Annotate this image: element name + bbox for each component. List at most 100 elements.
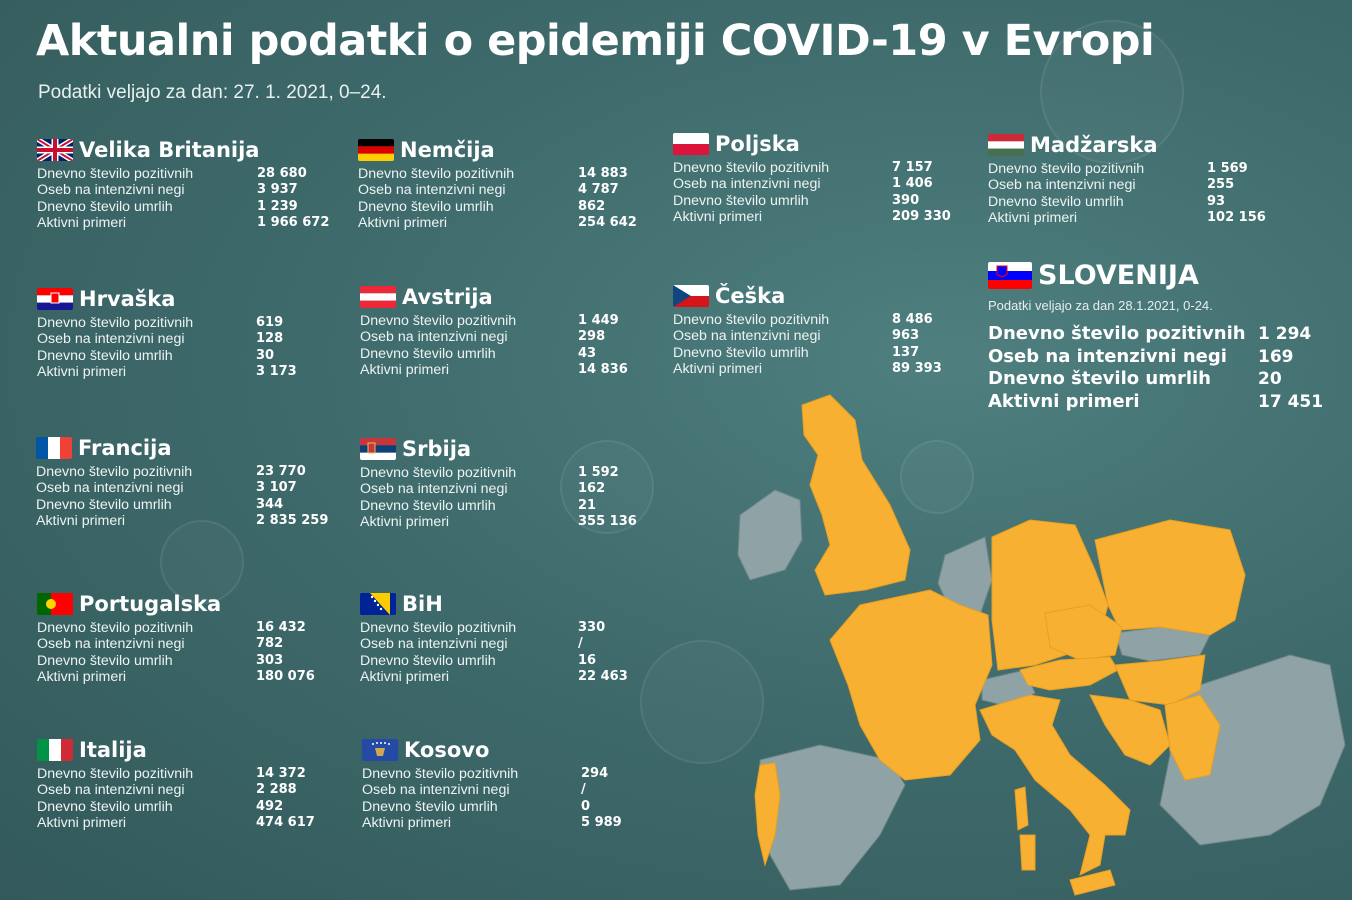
- stat-value: 303: [256, 652, 284, 668]
- stat-value: 16: [578, 652, 597, 668]
- stat-value: 128: [256, 331, 284, 347]
- country-block-nemcija: Nemčija Dnevno število pozitivnih 14 883 …: [358, 136, 658, 231]
- portugal-flag-icon: [37, 593, 73, 615]
- stat-label: Dnevno število pozitivnih: [360, 313, 517, 329]
- stat-value: 89 393: [892, 360, 942, 376]
- country-name: Nemčija: [400, 138, 495, 162]
- map-ireland: [737, 489, 803, 581]
- stat-value: 1 406: [892, 176, 933, 192]
- map-france: [829, 589, 993, 781]
- croatia-flag-icon: [37, 288, 73, 310]
- stat-value: 0: [581, 798, 591, 814]
- stat-label: Oseb na intenzivni negi: [988, 177, 1136, 194]
- stat-value: 93: [1207, 193, 1226, 209]
- stat-value: 23 770: [256, 464, 306, 479]
- country-block-avstrija: Avstrija Dnevno število pozitivnih 1 449 …: [360, 283, 660, 378]
- map-poland: [1094, 519, 1246, 636]
- map-portugal: [754, 762, 781, 867]
- stat-value: 1 239: [257, 198, 298, 214]
- stat-value: 14 836: [578, 361, 628, 377]
- map-iberia: [759, 744, 906, 891]
- country-name: BiH: [402, 592, 443, 616]
- stat-value: 1 449: [578, 313, 619, 328]
- country-block-kosovo: Kosovo Dnevno število pozitivnih 294 Oseb…: [362, 736, 662, 831]
- country-name: Italija: [79, 738, 147, 762]
- stat-value: 7 157: [892, 160, 933, 175]
- stat-value: 21: [578, 497, 597, 513]
- stat-label: Oseb na intenzivni negi: [37, 636, 185, 653]
- country-block-portugalska: Portugalska Dnevno število pozitivnih 16 …: [37, 590, 337, 685]
- stat-value: 3 107: [256, 480, 297, 496]
- stat-label: Dnevno število umrlih: [362, 798, 498, 815]
- country-block-velika-britanija: Velika Britanija Dnevno število pozitivn…: [37, 136, 337, 231]
- country-name: Srbija: [402, 437, 472, 461]
- stat-label: Aktivni primeri: [360, 513, 450, 530]
- stat-value: 298: [578, 329, 606, 345]
- map-balkans-east: [1159, 654, 1346, 846]
- stat-label: Aktivni primeri: [673, 360, 763, 377]
- stat-value: 43: [578, 345, 597, 361]
- country-name: Poljska: [715, 132, 800, 156]
- stat-value: 1 294: [1258, 324, 1312, 344]
- stat-value: 963: [892, 328, 920, 344]
- country-name: Avstrija: [402, 285, 493, 309]
- stat-label: Oseb na intenzivni negi: [362, 782, 510, 799]
- poland-flag-icon: [673, 133, 709, 155]
- country-block-srbija: Srbija Dnevno število pozitivnih 1 592 Os…: [360, 435, 660, 530]
- stat-label: Aktivni primeri: [362, 814, 452, 831]
- stat-label: Dnevno število pozitivnih: [37, 766, 194, 782]
- country-name: Madžarska: [1030, 133, 1158, 157]
- stat-label: Oseb na intenzivni negi: [988, 345, 1227, 367]
- country-name: Velika Britanija: [79, 138, 260, 162]
- stat-label: Dnevno število umrlih: [37, 198, 173, 215]
- map-croatia-bih: [1089, 694, 1171, 766]
- decorative-virus-shape: [160, 520, 244, 604]
- decorative-virus-shape: [1040, 20, 1184, 164]
- decorative-virus-shape: [900, 440, 974, 514]
- europe-map-highlighted: [754, 394, 1246, 896]
- stat-value: 1 569: [1207, 161, 1248, 176]
- stat-label: Dnevno število pozitivnih: [360, 620, 517, 636]
- bih-flag-icon: [360, 593, 396, 615]
- germany-flag-icon: [358, 139, 394, 161]
- stat-label: Oseb na intenzivni negi: [673, 328, 821, 345]
- stat-value: 30: [256, 347, 275, 363]
- decorative-virus-shape: [640, 640, 764, 764]
- stat-value: /: [581, 782, 586, 798]
- map-great-britain: [801, 394, 911, 596]
- slovenia-name: SLOVENIJA: [1038, 259, 1199, 291]
- country-name: Francija: [78, 436, 172, 460]
- country-block-ceska: Češka Dnevno število pozitivnih 8 486 Ose…: [673, 282, 973, 377]
- slovenia-block: SLOVENIJA Podatki veljajo za dan 28.1.20…: [988, 258, 1328, 413]
- stat-label: Dnevno število umrlih: [37, 347, 173, 364]
- page-title: Aktualni podatki o epidemiji COVID-19 v …: [36, 16, 1155, 66]
- stat-value: 5 989: [581, 814, 622, 830]
- stat-value: /: [578, 636, 583, 652]
- stat-label: Dnevno število umrlih: [360, 652, 496, 669]
- stat-value: 4 787: [578, 182, 619, 198]
- stat-label: Dnevno število pozitivnih: [360, 465, 517, 481]
- hungary-flag-icon: [988, 134, 1024, 156]
- country-block-poljska: Poljska Dnevno število pozitivnih 7 157 O…: [673, 130, 973, 225]
- stat-value: 355 136: [578, 513, 637, 529]
- stat-label: Aktivni primeri: [988, 390, 1140, 412]
- stat-value: 3 937: [257, 182, 298, 198]
- country-block-italija: Italija Dnevno število pozitivnih 14 372 …: [37, 736, 337, 831]
- stat-label: Dnevno število pozitivnih: [988, 161, 1145, 177]
- stat-label: Aktivni primeri: [358, 214, 448, 231]
- map-corsica: [1014, 786, 1029, 831]
- country-name: Portugalska: [79, 592, 222, 616]
- slovenia-flag-icon: [988, 261, 1032, 289]
- stat-label: Dnevno število umrlih: [37, 652, 173, 669]
- europe-map: [737, 394, 1346, 896]
- stat-label: Oseb na intenzivni negi: [37, 782, 185, 799]
- country-block-bih: BiH Dnevno število pozitivnih 330 Oseb na…: [360, 590, 660, 685]
- stat-value: 1 592: [578, 465, 619, 480]
- stat-label: Aktivni primeri: [37, 814, 127, 831]
- stat-label: Aktivni primeri: [360, 361, 450, 378]
- stat-label: Oseb na intenzivni negi: [37, 331, 185, 348]
- stat-label: Aktivni primeri: [673, 208, 763, 225]
- stat-value: 3 173: [256, 363, 297, 379]
- stat-label: Dnevno število pozitivnih: [673, 312, 830, 328]
- stat-label: Dnevno število umrlih: [673, 192, 809, 209]
